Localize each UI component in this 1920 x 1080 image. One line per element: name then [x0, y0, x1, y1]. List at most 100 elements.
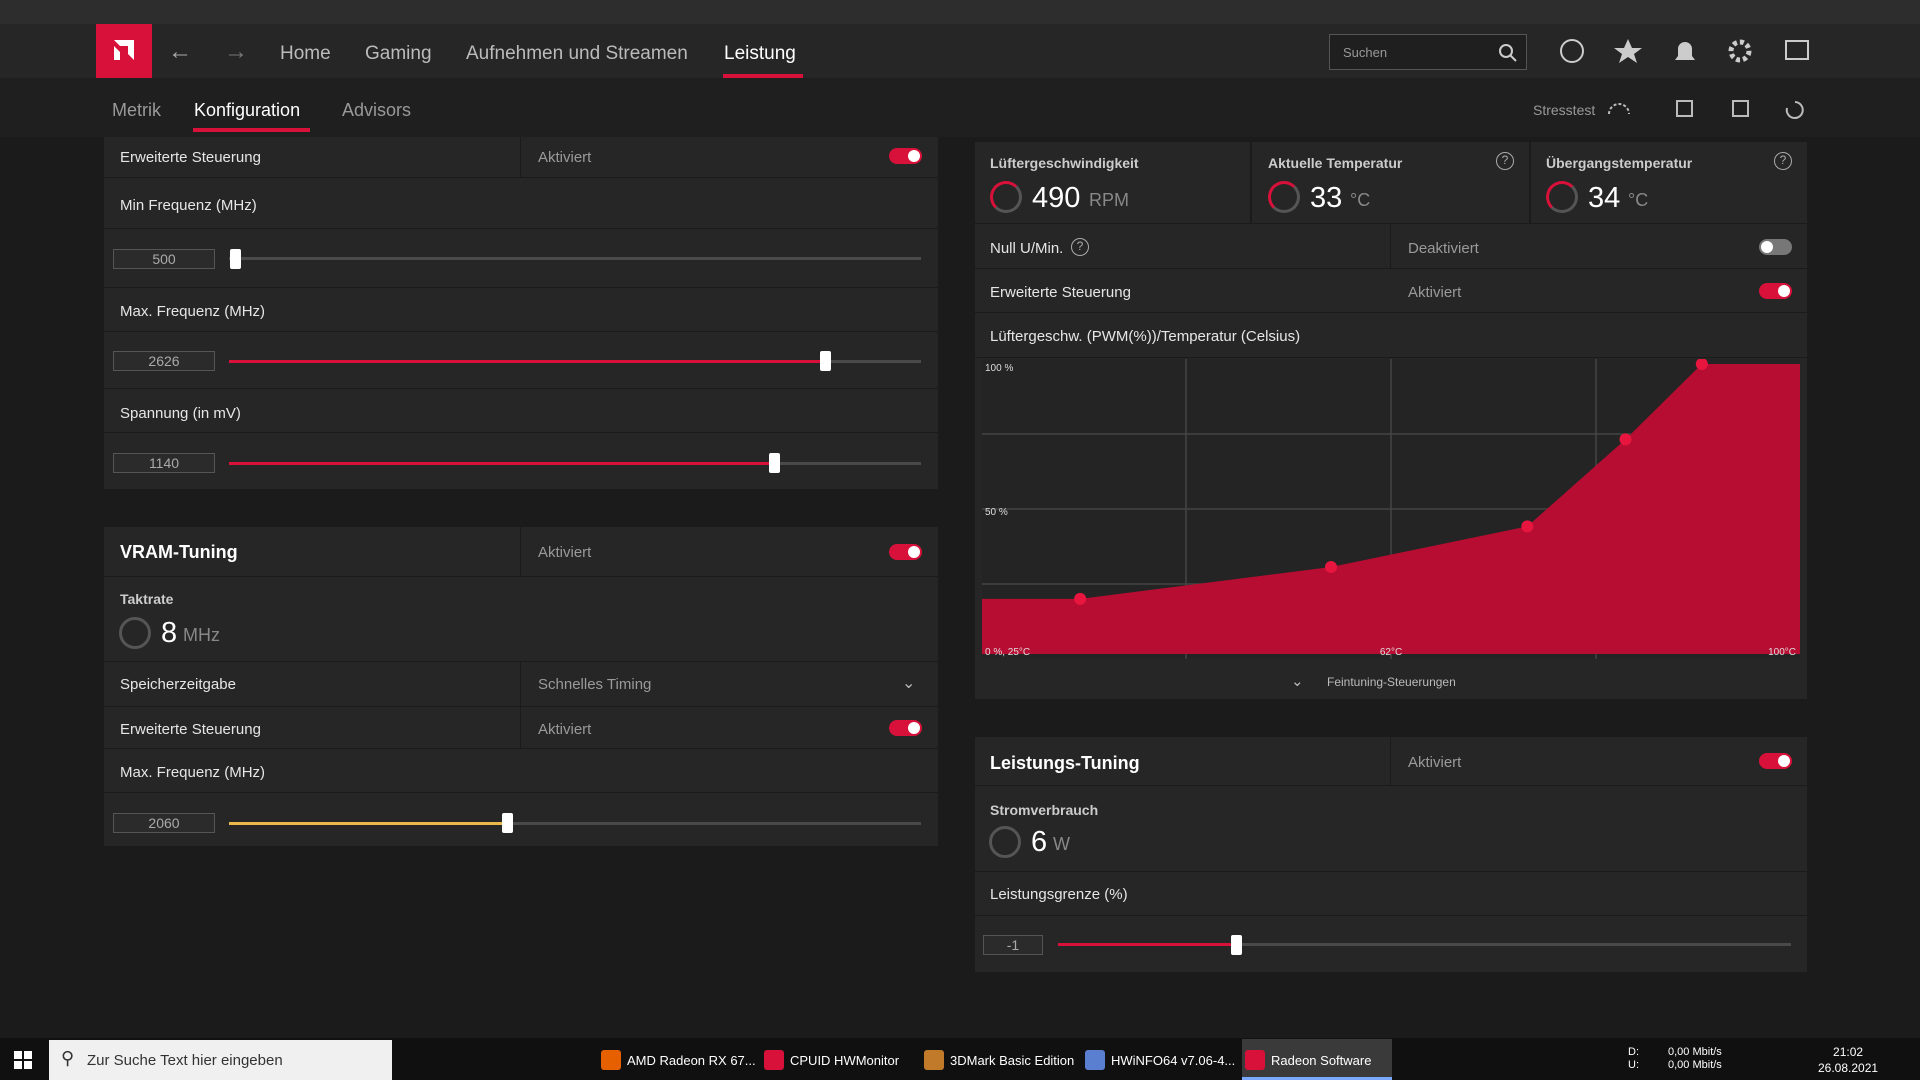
slider-knob[interactable]	[769, 453, 780, 473]
sub-tab[interactable]: Metrik	[112, 100, 161, 120]
fine-tuning[interactable]: Feintuning-Steuerungen	[1327, 675, 1456, 689]
stresstest[interactable]: Stresstest	[1533, 102, 1596, 118]
app-icon	[1245, 1050, 1265, 1070]
gauge	[1546, 181, 1578, 213]
help: ?	[1496, 152, 1514, 170]
help: ?	[1774, 152, 1792, 170]
toggle[interactable]	[889, 720, 922, 736]
y-label: 50 %	[985, 507, 1008, 518]
metric-label: Taktrate	[120, 591, 174, 607]
section-title: VRAM-Tuning	[120, 542, 238, 562]
sub-tab[interactable]: Advisors	[342, 100, 412, 120]
slider-knob[interactable]	[230, 249, 241, 269]
curve-point[interactable]	[1325, 561, 1338, 573]
state: Deaktiviert	[1408, 240, 1479, 257]
state: Aktiviert	[1408, 284, 1462, 301]
sub-nav	[0, 78, 1920, 137]
taskbar-app[interactable]: CPUID HWMonitor	[790, 1053, 900, 1068]
label: Spannung (in mV)	[120, 405, 241, 422]
metric-unit: W	[1053, 834, 1070, 854]
app-icon	[764, 1050, 784, 1070]
curve-point[interactable]	[1521, 520, 1534, 533]
value-box[interactable]: 2060	[113, 813, 215, 833]
slider-knob[interactable]	[502, 813, 513, 833]
curve-area	[982, 364, 1800, 654]
start[interactable]	[14, 1051, 32, 1069]
metric-unit: RPM	[1089, 190, 1129, 210]
taskbar-app[interactable]: 3DMark Basic Edition	[950, 1053, 1075, 1068]
section-title: Leistungs-Tuning	[990, 753, 1140, 773]
toggle[interactable]	[1759, 283, 1792, 299]
slider-knob[interactable]	[820, 351, 831, 371]
curve-point[interactable]	[1074, 592, 1087, 605]
state: Aktiviert	[538, 544, 592, 561]
label: Max. Frequenz (MHz)	[120, 764, 266, 781]
app-icon	[924, 1050, 944, 1070]
metric-label: Aktuelle Temperatur	[1268, 155, 1403, 171]
label: Null U/Min.	[990, 240, 1064, 257]
toggle[interactable]	[1759, 239, 1792, 255]
back[interactable]: ←	[168, 38, 192, 65]
value-box[interactable]: 500	[113, 249, 215, 269]
taskbar-app[interactable]: Radeon Software	[1271, 1053, 1372, 1068]
label: Erweiterte Steuerung	[120, 721, 261, 738]
taskbar-app[interactable]: AMD Radeon RX 67...	[627, 1053, 756, 1068]
toggle[interactable]	[1759, 753, 1792, 769]
tab-underline	[723, 74, 803, 78]
label: Leistungsgrenze (%)	[990, 886, 1128, 903]
value-box[interactable]: -1	[983, 935, 1043, 955]
state: Aktiviert	[538, 149, 592, 166]
y-label: 100 %	[985, 363, 1013, 374]
label: Speicherzeitgabe	[120, 676, 236, 693]
nav-tab-active[interactable]: Leistung	[724, 43, 796, 64]
metric-value: 6	[1031, 826, 1048, 858]
label: Max. Frequenz (MHz)	[120, 303, 266, 320]
app-icon	[601, 1050, 621, 1070]
metric-unit: °C	[1350, 190, 1371, 210]
gauge	[990, 181, 1022, 213]
label: Erweiterte Steuerung	[120, 149, 261, 166]
nav-bar	[0, 24, 1920, 78]
metric-label: Stromverbrauch	[990, 802, 1099, 818]
nav-tab[interactable]: Gaming	[365, 43, 432, 64]
net-labels: D: U:	[1628, 1046, 1639, 1071]
dropdown[interactable]: Schnelles Timing	[538, 676, 652, 693]
net-values: 0,00 Mbit/s 0,00 Mbit/s	[1668, 1046, 1722, 1071]
state: Aktiviert	[538, 721, 592, 738]
sub-icons[interactable]	[1605, 96, 1805, 122]
label: Min Frequenz (MHz)	[120, 197, 257, 214]
value-box[interactable]: 1140	[113, 453, 215, 473]
taskbar-app[interactable]: HWiNFO64 v7.06-4...	[1111, 1053, 1236, 1068]
nav-tab[interactable]: Aufnehmen und Streamen	[466, 43, 688, 64]
search-text: Zur Suche Text hier eingeben	[87, 1052, 283, 1069]
metric-label: Lüftergeschwindigkeit	[990, 155, 1139, 171]
label: Erweiterte Steuerung	[990, 284, 1131, 301]
x-label: 100°C	[1768, 647, 1796, 658]
metric-value: 8	[161, 617, 178, 649]
slider-knob[interactable]	[1231, 935, 1242, 955]
amd-logo[interactable]	[96, 24, 152, 78]
toggle[interactable]	[889, 544, 922, 560]
sub-underline	[193, 128, 310, 132]
x-label: 0 %, 25°C	[985, 647, 1030, 658]
toggle[interactable]	[889, 148, 922, 164]
sub-tab-active[interactable]: Konfiguration	[194, 100, 301, 120]
curve-point[interactable]	[1695, 359, 1708, 370]
nav-icons[interactable]	[1550, 36, 1810, 66]
value-box[interactable]: 2626	[113, 351, 215, 371]
chart-title: Lüftergeschw. (PWM(%))/Temperatur (Celsi…	[990, 328, 1301, 345]
metric-value: 33	[1310, 182, 1343, 214]
gauge	[1268, 181, 1300, 213]
metric-unit: °C	[1628, 190, 1649, 210]
metric-value: 490	[1032, 182, 1081, 214]
clock: 21:02 26.08.2021	[1818, 1045, 1879, 1075]
nav-tab[interactable]: Home	[280, 43, 331, 64]
x-label: 62°C	[1380, 647, 1402, 658]
forward[interactable]: →	[224, 38, 248, 65]
taskbar-search[interactable]: Zur Suche Text hier eingeben ⚲	[49, 1040, 392, 1080]
curve-point[interactable]	[1619, 433, 1632, 446]
fan-curve[interactable]: 100 % 50 % 0 %, 25°C 62°C 100°C	[982, 359, 1800, 659]
search-box[interactable]: Suchen	[1329, 34, 1527, 70]
state: Aktiviert	[1408, 754, 1462, 771]
